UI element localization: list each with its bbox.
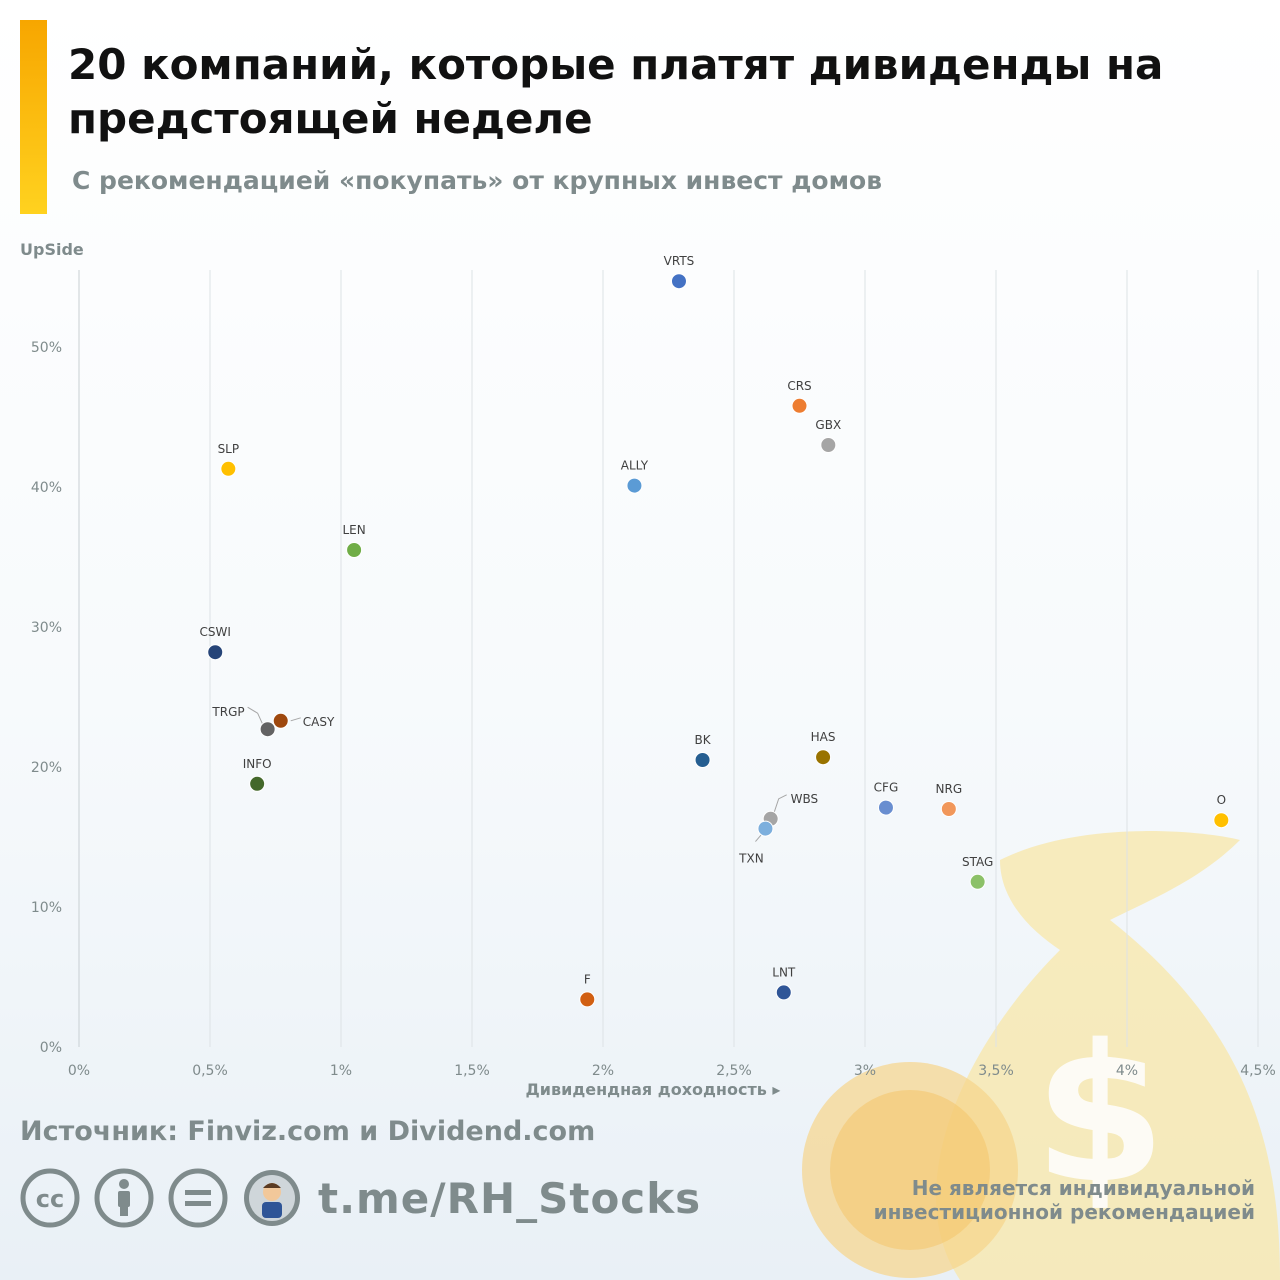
data-label-bk: BK [695,733,712,747]
data-label-crs: CRS [787,379,811,393]
chart-grid [78,270,1259,1047]
leader-line [290,717,301,722]
x-tick-label: 0,5% [192,1063,228,1079]
data-points: VRTS CRS GBX SLP ALLY LEN CSWI CASY TRGP INFO BK HA… [200,254,1230,1008]
x-tick-label: 4% [1116,1063,1138,1079]
disclaimer-line-1: Не является индивидуальной [911,1176,1255,1200]
y-axis-label: UpSide [20,240,84,259]
data-point-crs[interactable] [791,397,808,414]
data-label-trgp: TRGP [211,705,244,719]
data-label-txn: TXN [738,852,764,866]
label-leader-lines [247,706,787,842]
svg-text:$: $ [1034,1004,1166,1225]
page-subtitle: С рекомендацией «покупать» от крупных ин… [72,166,883,195]
cc-icon: cc [20,1168,80,1228]
data-point-vrts[interactable] [670,273,687,290]
data-point-has[interactable] [815,749,832,766]
x-axis-ticks: 0% 0,5% 1% 1,5% 2% 2,5% 3% 3,5% 4% 4,5% [68,1063,1276,1079]
data-point-casy[interactable] [272,712,289,729]
data-label-ally: ALLY [621,459,649,473]
disclaimer-line-2: инвестиционной рекомендацией [873,1200,1255,1224]
leader-line [755,834,762,842]
data-point-trgp[interactable] [259,721,276,738]
data-label-vrts: VRTS [664,254,695,268]
x-axis-label: Дивидендная доходность ▸ [526,1080,781,1099]
y-axis-ticks: 0% 10% 20% 30% 40% 50% [31,340,62,1056]
disclaimer: Не является индивидуальной инвестиционно… [874,1176,1255,1224]
x-tick-label: 3,5% [978,1063,1014,1079]
data-label-slp: SLP [218,442,240,456]
no-derivatives-icon [168,1168,228,1228]
accent-bar [20,20,47,214]
data-point-bk[interactable] [694,752,711,768]
svg-text:cc: cc [36,1185,64,1213]
y-tick-label: 30% [31,620,62,636]
leader-line [773,794,787,814]
channel-link[interactable]: t.me/RH_Stocks [318,1173,702,1223]
data-point-stag[interactable] [969,873,986,890]
data-point-info[interactable] [249,775,266,792]
data-point-cfg[interactable] [877,799,894,816]
data-point-f[interactable] [579,991,596,1008]
data-label-len: LEN [342,523,365,537]
data-label-cfg: CFG [874,781,899,795]
data-point-cswi[interactable] [207,644,224,661]
data-point-ally[interactable] [626,477,643,494]
source-note: Источник: Finviz.com и Dividend.com [20,1116,596,1147]
footer-icons: cc t.me/RH_Stocks [20,1166,701,1230]
y-tick-label: 0% [40,1040,62,1056]
data-point-txn[interactable] [757,820,774,837]
x-tick-label: 2% [592,1063,614,1079]
data-label-has: HAS [811,730,836,744]
x-tick-label: 2,5% [716,1063,752,1079]
x-tick-label: 1% [330,1063,352,1079]
data-point-gbx[interactable] [820,437,837,453]
data-label-nrg: NRG [936,782,963,796]
leader-line [247,706,264,725]
data-point-lnt[interactable] [775,984,792,1001]
data-label-f: F [584,972,591,986]
data-point-o[interactable] [1213,812,1230,829]
y-tick-label: 50% [31,340,62,356]
avatar [244,1170,300,1226]
data-label-lnt: LNT [772,965,796,979]
scatter-chart: 0% 10% 20% 30% 40% 50% 0% 0,5% 1% 1,5% 2% 2,5% 3% 3,… [20,240,1276,1099]
data-point-len[interactable] [346,542,363,558]
x-tick-label: 3% [854,1063,876,1079]
x-tick-label: 0% [68,1063,90,1079]
data-point-slp[interactable] [220,460,237,477]
data-label-cswi: CSWI [200,625,231,639]
y-tick-label: 20% [31,760,62,776]
data-label-info: INFO [243,757,272,771]
data-point-nrg[interactable] [940,801,957,817]
data-label-o: O [1217,793,1226,807]
y-tick-label: 10% [31,900,62,916]
data-label-wbs: WBS [791,792,819,806]
data-label-stag: STAG [962,855,993,869]
page-title: 20 компаний, которые платят дивиденды на… [68,40,1164,143]
x-tick-label: 1,5% [454,1063,490,1079]
y-tick-label: 40% [31,480,62,496]
data-label-gbx: GBX [815,418,841,432]
data-label-casy: CASY [303,715,335,729]
attribution-icon [94,1168,154,1228]
x-tick-label: 4,5% [1240,1063,1276,1079]
